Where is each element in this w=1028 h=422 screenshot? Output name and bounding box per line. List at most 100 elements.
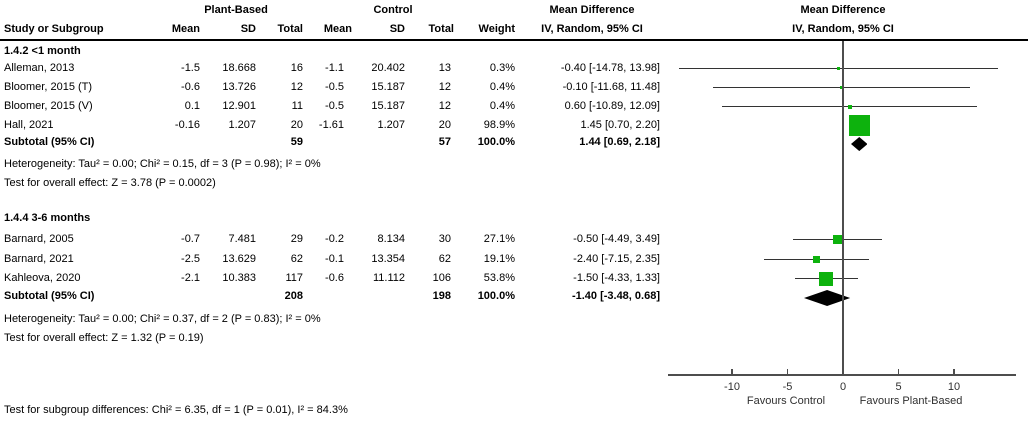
cell-sd1: 7.481 — [228, 233, 256, 245]
study-label: Barnard, 2005 — [4, 233, 74, 245]
cell-mean1: -0.7 — [181, 233, 200, 245]
effect-square — [812, 256, 820, 263]
cell-total2: 62 — [438, 253, 451, 265]
cell-sd2: 13.354 — [371, 253, 405, 265]
cell-mean1: -0.16 — [174, 119, 200, 131]
cell-mean2: -1.1 — [325, 62, 344, 74]
cell-sd1: 18.668 — [222, 62, 256, 74]
cell-total2: 106 — [432, 272, 451, 284]
cell-mean1: 0.1 — [184, 100, 200, 112]
axis-label-favours-plant-based: Favours Plant-Based — [859, 395, 963, 407]
cell-total1: 117 — [285, 272, 303, 284]
cell-ci: 1.45 [0.70, 2.20] — [580, 119, 660, 131]
cell-mean2: -0.1 — [325, 253, 344, 265]
effect-square — [819, 271, 834, 286]
effect-square — [837, 67, 841, 70]
cell-total1: 59 — [290, 136, 303, 148]
study-label: Kahleova, 2020 — [4, 272, 81, 284]
cell-mean1: -0.6 — [181, 81, 200, 93]
cell-ci: -0.10 [-11.68, 11.48] — [562, 81, 660, 93]
cell-ci: -0.40 [-14.78, 13.98] — [560, 62, 660, 74]
column-header-study: Study or Subgroup — [4, 23, 104, 35]
axis-label-favours-control: Favours Control — [746, 395, 826, 407]
axis-tick-label: 0 — [839, 381, 847, 393]
cell-total1: 11 — [291, 100, 303, 112]
cell-weight: 53.8% — [483, 272, 515, 284]
md-text-column-header-line2: IV, Random, 95% CI — [541, 23, 643, 35]
cell-weight: 100.0% — [477, 136, 515, 148]
axis-tick-label: 10 — [947, 381, 961, 393]
cell-ci: -2.40 [-7.15, 2.35] — [573, 253, 660, 265]
cell-weight: 0.3% — [489, 62, 515, 74]
cell-sd2: 1.207 — [377, 119, 405, 131]
axis-tick — [953, 369, 955, 376]
header-divider — [0, 39, 1028, 41]
cell-sd1: 13.629 — [222, 253, 256, 265]
cell-sd2: 15.187 — [371, 100, 405, 112]
column-header-total-control: Total — [428, 23, 454, 35]
cell-weight: 100.0% — [477, 290, 515, 302]
axis-tick — [731, 369, 733, 376]
cell-total1: 20 — [290, 119, 303, 131]
cell-total2: 12 — [438, 100, 451, 112]
group-header-control: Control — [373, 4, 413, 16]
subgroup-title: 1.4.4 3-6 months — [4, 212, 91, 224]
axis-tick-label: 5 — [895, 381, 902, 393]
cell-weight: 0.4% — [489, 81, 515, 93]
axis-tick — [786, 369, 789, 376]
cell-sd1: 1.207 — [228, 119, 256, 131]
cell-mean1: -2.5 — [181, 253, 200, 265]
cell-mean2: -1.61 — [318, 119, 344, 131]
cell-total1: 12 — [290, 81, 303, 93]
subtotal-diamond — [850, 136, 868, 152]
cell-total2: 57 — [438, 136, 451, 148]
axis-tick — [897, 369, 900, 376]
column-header-mean-plant: Mean — [171, 23, 200, 35]
cell-total2: 12 — [438, 81, 451, 93]
effect-square — [840, 86, 844, 89]
md-plot-column-header-line2: IV, Random, 95% CI — [792, 23, 894, 35]
cell-sd1: 12.901 — [222, 100, 256, 112]
cell-sd2: 15.187 — [371, 81, 405, 93]
cell-sd1: 13.726 — [222, 81, 256, 93]
zero-line — [842, 41, 844, 375]
overall-effect-test: Test for overall effect: Z = 3.78 (P = 0… — [4, 177, 216, 189]
cell-mean1: -2.1 — [181, 272, 200, 284]
cell-ci: 0.60 [-10.89, 12.09] — [564, 100, 660, 112]
cell-weight: 0.4% — [489, 100, 515, 112]
cell-sd2: 20.402 — [371, 62, 405, 74]
cell-total1: 208 — [284, 290, 303, 302]
cell-weight: 98.9% — [483, 119, 515, 131]
md-plot-column-header-line1: Mean Difference — [800, 4, 886, 16]
subgroup-title: 1.4.2 <1 month — [4, 45, 81, 57]
effect-square — [847, 104, 852, 109]
subtotal-label: Subtotal (95% CI) — [4, 290, 95, 302]
cell-total2: 198 — [432, 290, 451, 302]
study-label: Barnard, 2021 — [4, 253, 74, 265]
cell-total1: 29 — [290, 233, 303, 245]
subtotal-diamond — [804, 290, 851, 306]
axis-tick — [842, 369, 844, 376]
axis-line — [668, 374, 1016, 376]
study-label: Bloomer, 2015 (T) — [4, 81, 93, 93]
group-header-plant-based: Plant-Based — [204, 4, 268, 16]
effect-square — [848, 115, 870, 136]
cell-ci: -1.50 [-4.33, 1.33] — [573, 272, 660, 284]
subgroup-difference-test: Test for subgroup differences: Chi² = 6.… — [4, 404, 348, 416]
cell-total2: 20 — [438, 119, 451, 131]
effect-square — [832, 235, 842, 244]
cell-ci: -0.50 [-4.49, 3.49] — [573, 233, 660, 245]
cell-mean2: -0.2 — [325, 233, 344, 245]
overall-effect-test: Test for overall effect: Z = 1.32 (P = 0… — [4, 332, 204, 344]
column-header-sd-control: SD — [389, 23, 405, 35]
cell-sd2: 8.134 — [377, 233, 405, 245]
cell-total1: 16 — [290, 62, 303, 74]
column-header-sd-plant: SD — [240, 23, 256, 35]
cell-sd1: 10.383 — [222, 272, 256, 284]
cell-ci: 1.44 [0.69, 2.18] — [579, 136, 660, 148]
md-text-column-header-line1: Mean Difference — [549, 4, 635, 16]
cell-mean2: -0.5 — [325, 100, 344, 112]
cell-total1: 62 — [290, 253, 303, 265]
cell-weight: 19.1% — [483, 253, 515, 265]
